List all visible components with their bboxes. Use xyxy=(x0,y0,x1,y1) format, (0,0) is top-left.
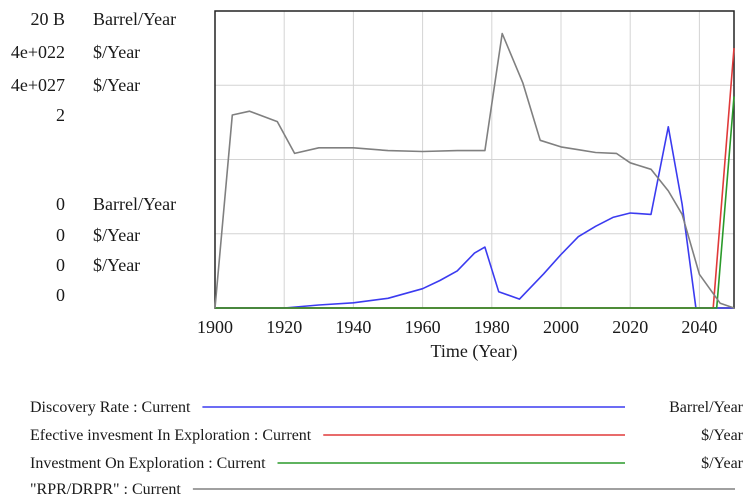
legend-unit-2: $/Year xyxy=(701,427,744,444)
y-axis-3-bottom: 0 xyxy=(56,255,65,275)
series-line-4 xyxy=(214,32,735,309)
y-axis-2-top-unit: $/Year xyxy=(93,42,140,62)
y-axis-2-bottom-unit: $/Year xyxy=(93,225,140,245)
series-line-2 xyxy=(215,48,735,309)
y-axis-1-bottom-unit: Barrel/Year xyxy=(93,194,176,214)
x-tick-label: 1920 xyxy=(266,317,302,337)
y-axis-3-top-unit: $/Year xyxy=(93,75,140,95)
y-axis-2-top: 4e+022 xyxy=(11,42,65,62)
y-axis-1-bottom: 0 xyxy=(56,194,65,214)
grid xyxy=(215,11,734,308)
x-axis-ticks: 1900 1920 1940 1960 1980 2000 2020 2040 xyxy=(197,317,717,337)
series-layer xyxy=(214,32,735,309)
legend-label-1: Discovery Rate : Current xyxy=(30,399,191,416)
y-axis-labels: 20 B Barrel/Year 4e+022 $/Year 4e+027 $/… xyxy=(11,9,176,305)
x-tick-label: 1940 xyxy=(335,317,371,337)
y-axis-3-bottom-unit: $/Year xyxy=(93,255,140,275)
y-axis-4-top: 2 xyxy=(56,105,65,125)
y-axis-1-top-unit: Barrel/Year xyxy=(93,9,176,29)
x-tick-label: 1980 xyxy=(474,317,510,337)
legend: Discovery Rate : Current Barrel/Year Efect… xyxy=(30,399,744,498)
legend-label-2: Efective invesment In Exploration : Curr… xyxy=(30,427,312,444)
x-tick-label: 1900 xyxy=(197,317,233,337)
legend-label-3: Investment On Exploration : Current xyxy=(30,455,266,472)
x-tick-label: 1960 xyxy=(405,317,441,337)
y-axis-4-bottom: 0 xyxy=(56,285,65,305)
legend-unit-3: $/Year xyxy=(701,455,744,472)
x-tick-label: 2040 xyxy=(681,317,717,337)
series-line-1 xyxy=(215,126,734,309)
x-axis-label: Time (Year) xyxy=(430,341,517,362)
y-axis-2-bottom: 0 xyxy=(56,225,65,245)
y-axis-1-top: 20 B xyxy=(30,9,65,29)
x-tick-label: 2000 xyxy=(543,317,579,337)
y-axis-3-top: 4e+027 xyxy=(11,75,65,95)
x-tick-label: 2020 xyxy=(612,317,648,337)
legend-label-4: "RPR/DRPR" : Current xyxy=(30,481,181,498)
legend-unit-1: Barrel/Year xyxy=(669,399,744,416)
series-line-3 xyxy=(215,96,735,309)
